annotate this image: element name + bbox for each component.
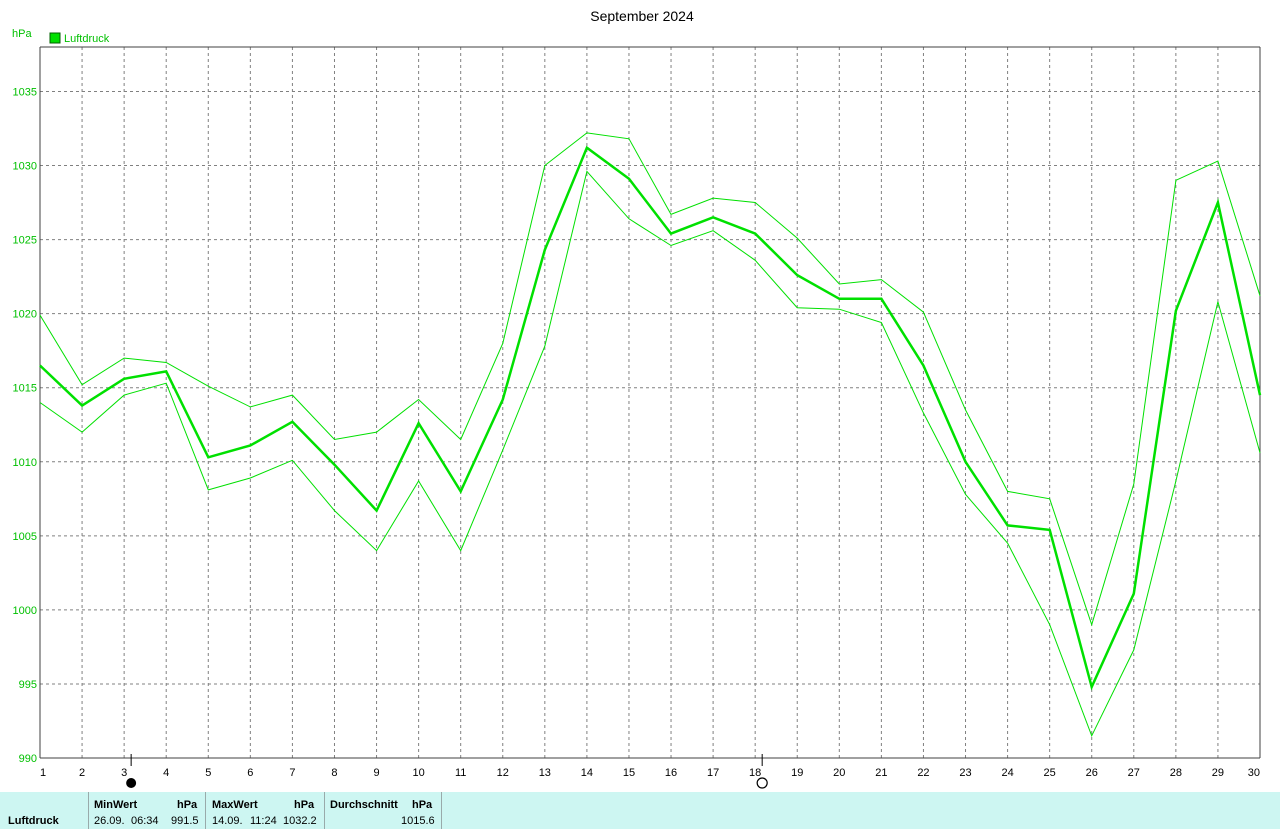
x-tick-label: 28 xyxy=(1170,767,1182,779)
x-tick-label: 6 xyxy=(247,767,253,779)
x-tick-label: 10 xyxy=(412,767,424,779)
new-moon-icon xyxy=(126,778,137,788)
min-unit: hPa xyxy=(177,799,198,811)
footer-label: Luftdruck xyxy=(8,815,59,827)
legend-swatch xyxy=(49,32,61,44)
y-tick-label: 1030 xyxy=(13,161,37,173)
x-tick-label: 15 xyxy=(623,767,635,779)
x-tick-label: 14 xyxy=(581,767,593,779)
y-tick-label: 1035 xyxy=(13,86,37,98)
x-tick-label: 29 xyxy=(1212,767,1224,779)
y-tick-label: 1005 xyxy=(13,531,37,543)
min-value: 991.5 xyxy=(171,815,199,827)
footer-divider xyxy=(324,792,325,829)
grid xyxy=(40,47,1260,758)
moon-phase-markers xyxy=(126,754,768,789)
max-header: MaxWert xyxy=(212,799,258,811)
x-tick-label: 17 xyxy=(707,767,719,779)
x-tick-label: 8 xyxy=(331,767,337,779)
pressure-chart: September 2024 hPa Luftdruck 990 995 1000 1… xyxy=(12,8,1262,789)
x-tick-label: 18 xyxy=(749,767,761,779)
statistics-footer: Luftdruck MinWert hPa 26.09. 06:34 991.5… xyxy=(0,792,1280,829)
x-tick-label: 5 xyxy=(205,767,211,779)
max-value: 1032.2 xyxy=(283,815,317,827)
x-tick-label: 3 xyxy=(121,767,127,779)
x-tick-label: 2 xyxy=(79,767,85,779)
footer-divider xyxy=(205,792,206,829)
min-date: 26.09. xyxy=(94,815,125,827)
avg-value: 1015.6 xyxy=(401,815,435,827)
avg-unit: hPa xyxy=(412,799,433,811)
chart-title: September 2024 xyxy=(590,8,694,24)
x-tick-label: 24 xyxy=(1001,767,1013,779)
y-tick-label: 1025 xyxy=(13,235,37,247)
series-line-mean xyxy=(39,145,1262,691)
x-tick-label: 26 xyxy=(1086,767,1098,779)
min-time: 06:34 xyxy=(131,815,159,827)
x-tick-label: 13 xyxy=(539,767,551,779)
y-tick-label: 990 xyxy=(19,753,37,765)
x-tick-label: 11 xyxy=(455,767,466,779)
y-tick-label: 1015 xyxy=(13,383,37,395)
x-tick-label: 4 xyxy=(163,767,169,779)
y-tick-label: 1010 xyxy=(13,457,37,469)
max-time: 11:24 xyxy=(250,815,277,827)
axes xyxy=(39,46,1261,759)
y-axis-unit-label: hPa xyxy=(12,28,32,40)
series-lines xyxy=(39,132,1262,738)
series-line-max xyxy=(39,132,1261,627)
avg-header: Durchschnitt xyxy=(330,799,398,811)
y-tick-label: 1000 xyxy=(13,605,37,617)
x-tick-label: 23 xyxy=(959,767,971,779)
x-tick-label: 9 xyxy=(373,767,379,779)
x-tick-label: 27 xyxy=(1128,767,1140,779)
x-tick-label: 12 xyxy=(497,767,509,779)
max-unit: hPa xyxy=(294,799,315,811)
series-line-min xyxy=(39,170,1261,738)
x-tick-label: 20 xyxy=(833,767,845,779)
footer-divider xyxy=(441,792,442,829)
full-moon-icon xyxy=(756,777,768,789)
x-ticks: 1 2 3 4 5 6 7 8 9 10 11 12 13 14 15 16 17 18 19 20 21 22 23 24 2… xyxy=(40,767,1260,779)
y-tick-label: 1020 xyxy=(13,309,37,321)
y-tick-label: 995 xyxy=(19,679,37,691)
x-tick-label: 7 xyxy=(289,767,295,779)
x-tick-label: 1 xyxy=(40,767,46,779)
x-tick-label: 25 xyxy=(1044,767,1056,779)
x-tick-label: 30 xyxy=(1248,767,1260,779)
x-tick-label: 22 xyxy=(917,767,929,779)
x-tick-label: 16 xyxy=(665,767,677,779)
min-header: MinWert xyxy=(94,799,138,811)
legend-label: Luftdruck xyxy=(64,33,110,45)
x-tick-label: 21 xyxy=(875,767,887,779)
footer-divider xyxy=(88,792,89,829)
max-date: 14.09. xyxy=(212,815,243,827)
x-tick-label: 19 xyxy=(791,767,803,779)
y-ticks: 990 995 1000 1005 1010 1015 1020 1025 1030 1035 xyxy=(13,86,37,765)
